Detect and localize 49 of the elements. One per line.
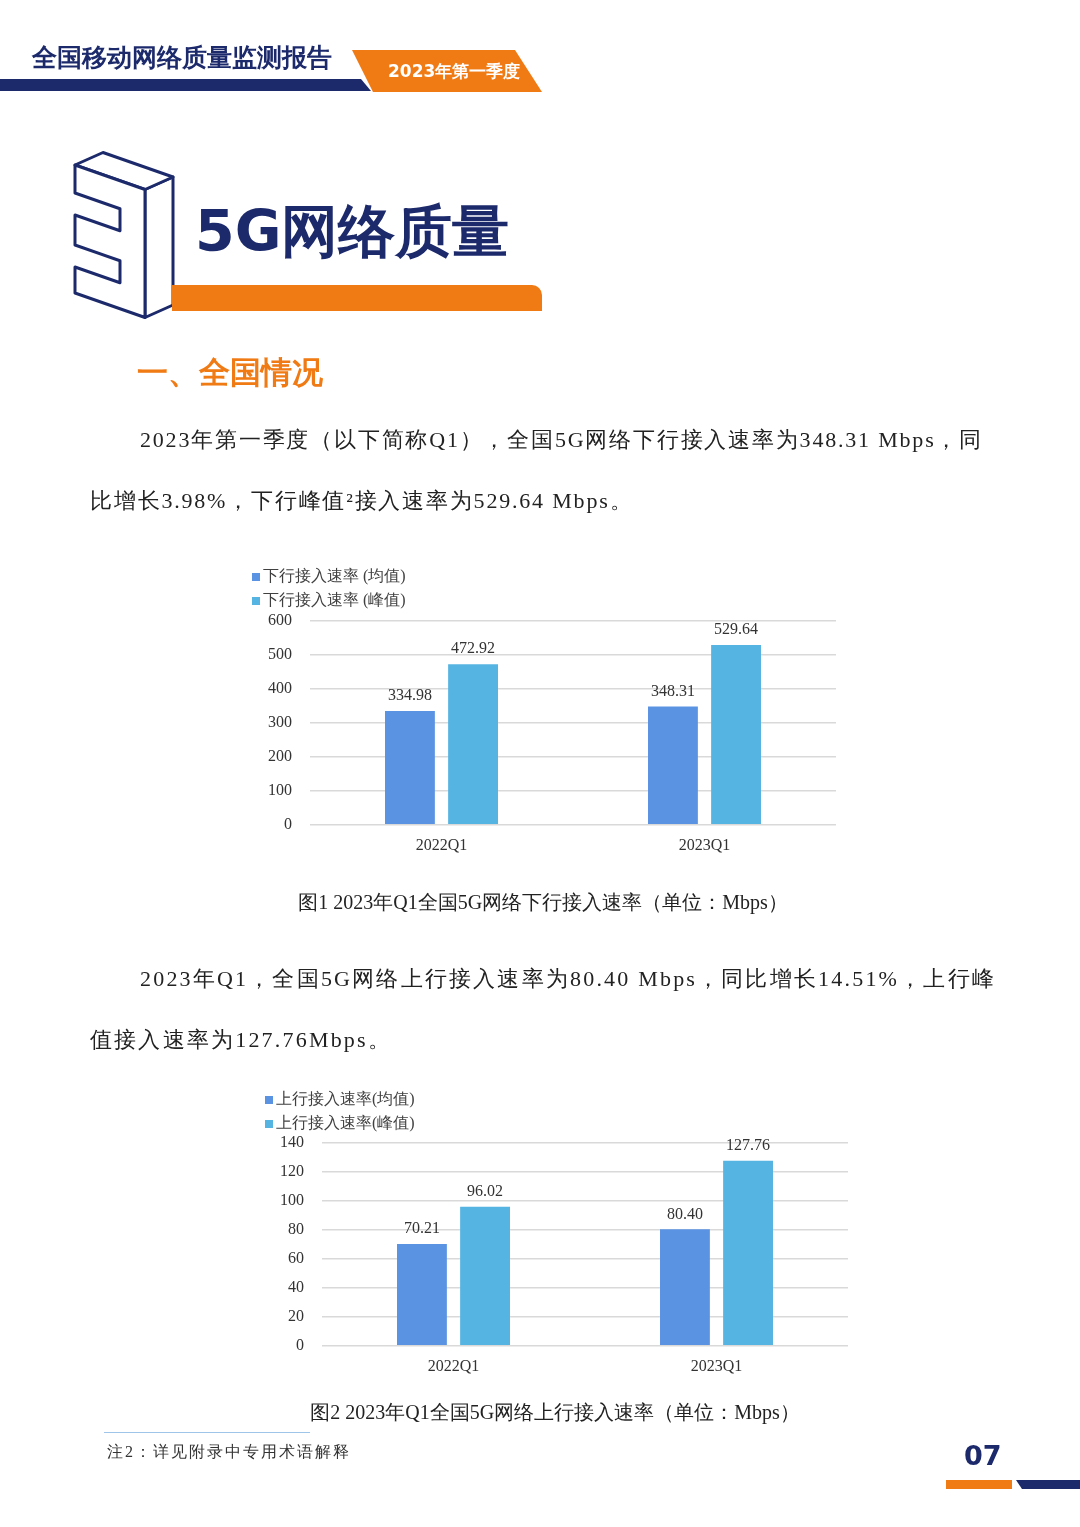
bar — [648, 706, 698, 825]
data-label: 334.98 — [387, 686, 432, 704]
text: 5G网络质量 — [195, 197, 510, 266]
bar — [397, 1244, 447, 1346]
y-tick-label: 400 — [268, 679, 292, 697]
data-label: 472.92 — [451, 639, 496, 657]
x-tick-label: 2022Q1 — [415, 835, 468, 853]
bar — [448, 664, 498, 825]
data-label: 70.21 — [403, 1219, 440, 1237]
bar — [660, 1229, 710, 1346]
text: 一、全国情况 — [137, 353, 323, 392]
text: 2023年Q1，全国5G网络上行接入速率为80.40 Mbps，同比增长14.51%，上行峰值接入速率为127.76Mbps。 — [90, 966, 996, 1052]
x-tick-label: 2022Q1 — [427, 1356, 480, 1374]
y-tick-label: 0 — [284, 815, 292, 832]
text: 07 — [964, 1440, 1002, 1471]
y-tick-label: 40 — [288, 1278, 304, 1296]
data-label: 127.76 — [726, 1135, 771, 1153]
legend-label: 上行接入速率(均值) — [276, 1090, 415, 1109]
data-label: 96.02 — [467, 1181, 504, 1199]
data-label: 348.31 — [650, 681, 695, 699]
x-tick-label: 2023Q1 — [690, 1356, 743, 1374]
text: 全国移动网络质量监测报告 — [32, 42, 332, 74]
text: 2023年第一季度（以下简称Q1），全国5G网络下行接入速率为348.31 Mbps，同比增长3.98%，下行峰值²接入速率为529.64 Mbps。 — [90, 427, 984, 513]
y-tick-label: 120 — [280, 1162, 304, 1180]
y-tick-label: 100 — [280, 1191, 304, 1209]
y-tick-label: 140 — [280, 1133, 304, 1151]
y-tick-label: 300 — [268, 713, 292, 731]
legend-label: 下行接入速率 (均值) — [263, 567, 406, 586]
y-tick-label: 20 — [288, 1307, 304, 1325]
y-tick-label: 80 — [288, 1220, 304, 1238]
y-tick-label: 0 — [296, 1336, 304, 1353]
x-tick-label: 2023Q1 — [678, 835, 731, 853]
y-tick-label: 60 — [288, 1249, 304, 1267]
y-tick-label: 100 — [268, 781, 292, 799]
bar — [385, 711, 435, 825]
bar — [711, 644, 761, 825]
y-tick-label: 600 — [268, 611, 292, 629]
data-label: 529.64 — [714, 620, 759, 638]
text: 注2：详见附录中专用术语解释 — [107, 1442, 351, 1462]
data-label: 80.40 — [666, 1204, 703, 1222]
bar — [723, 1160, 773, 1346]
text: 2023年第一季度 — [388, 60, 521, 83]
y-tick-label: 200 — [268, 747, 292, 765]
text: 图1 2023年Q1全国5G网络下行接入速率（单位：Mbps） — [298, 891, 788, 915]
legend-label: 下行接入速率 (峰值) — [263, 591, 406, 610]
text: 图2 2023年Q1全国5G网络上行接入速率（单位：Mbps） — [310, 1401, 800, 1425]
legend-label: 上行接入速率(峰值) — [276, 1114, 415, 1133]
bar — [460, 1206, 510, 1346]
y-tick-label: 500 — [268, 645, 292, 663]
